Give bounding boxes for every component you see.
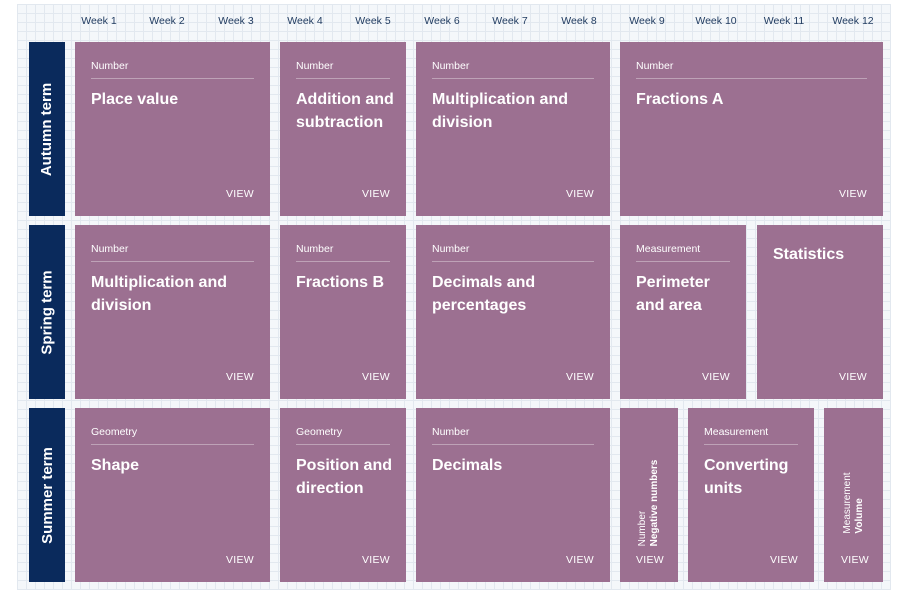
unit-card-position-direction[interactable]: Geometry Position and direction VIEW [280, 408, 406, 582]
week-header: Week 1 [81, 15, 117, 27]
week-header: Week 8 [561, 15, 597, 27]
view-link[interactable]: VIEW [361, 188, 390, 200]
unit-category: Number [91, 60, 254, 79]
term-label: Autumn term [38, 82, 56, 176]
view-link[interactable]: VIEW [840, 554, 869, 566]
view-link[interactable]: VIEW [565, 188, 594, 200]
unit-card-fractions-a[interactable]: Number Fractions A VIEW [620, 42, 883, 216]
unit-card-fractions-b[interactable]: Number Fractions B VIEW [280, 225, 406, 399]
view-link[interactable]: VIEW [361, 371, 390, 383]
unit-category: Number [296, 243, 390, 262]
unit-card-multiplication-division[interactable]: Number Multiplication and division VIEW [416, 42, 610, 216]
unit-card-volume[interactable]: Measurement Volume VIEW [824, 408, 883, 582]
unit-title: Perimeter and area [636, 274, 710, 314]
unit-title: Addition and subtraction [296, 91, 394, 131]
unit-category: Number [432, 243, 594, 262]
unit-category: Number [636, 60, 867, 79]
unit-title: Shape [91, 457, 140, 474]
unit-category: Measurement [704, 426, 798, 445]
unit-title: Position and direction [296, 457, 392, 497]
term-label: Spring term [38, 269, 56, 355]
term-bar-autumn: Autumn term [29, 42, 65, 216]
unit-card-addition-subtraction[interactable]: Number Addition and subtraction VIEW [280, 42, 406, 216]
view-link[interactable]: VIEW [565, 554, 594, 566]
unit-title: Decimals [432, 457, 503, 474]
unit-card-decimals-percentages[interactable]: Number Decimals and percentages VIEW [416, 225, 610, 399]
vertical-card-label: Measurement Volume [842, 472, 866, 533]
unit-card-decimals[interactable]: Number Decimals VIEW [416, 408, 610, 582]
view-link[interactable]: VIEW [838, 371, 867, 383]
term-bar-summer: Summer term [29, 408, 65, 582]
week-header: Week 3 [218, 15, 254, 27]
view-link[interactable]: VIEW [565, 371, 594, 383]
unit-category: Number [637, 510, 648, 547]
unit-title: Decimals and percentages [432, 274, 536, 314]
week-header: Week 6 [424, 15, 460, 27]
unit-title: Volume [853, 498, 865, 534]
unit-title: Fractions B [296, 274, 385, 291]
unit-card-perimeter-area[interactable]: Measurement Perimeter and area VIEW [620, 225, 746, 399]
unit-card-statistics[interactable]: Statistics VIEW [757, 225, 883, 399]
unit-title: Multiplication and division [432, 91, 568, 131]
vertical-card-label: Number Negative numbers [637, 460, 661, 547]
unit-title: Converting units [704, 457, 789, 497]
week-header: Week 7 [492, 15, 528, 27]
unit-category: Geometry [91, 426, 254, 445]
unit-title: Multiplication and division [91, 274, 227, 314]
week-header: Week 5 [355, 15, 391, 27]
week-header: Week 4 [287, 15, 323, 27]
unit-title: Negative numbers [649, 459, 660, 547]
unit-category: Geometry [296, 426, 390, 445]
term-bar-spring: Spring term [29, 225, 65, 399]
week-header: Week 2 [149, 15, 185, 27]
unit-title: Place value [91, 91, 179, 108]
unit-category: Measurement [636, 243, 730, 262]
unit-category: Measurement [841, 472, 853, 534]
unit-category: Number [91, 243, 254, 262]
view-link[interactable]: VIEW [225, 371, 254, 383]
unit-title: Statistics [773, 246, 845, 263]
week-header: Week 10 [695, 15, 737, 27]
unit-card-converting-units[interactable]: Measurement Converting units VIEW [688, 408, 814, 582]
view-link[interactable]: VIEW [701, 371, 730, 383]
view-link[interactable]: VIEW [225, 188, 254, 200]
unit-title: Fractions A [636, 91, 724, 108]
view-link[interactable]: VIEW [361, 554, 390, 566]
unit-card-shape[interactable]: Geometry Shape VIEW [75, 408, 270, 582]
unit-category: Number [432, 426, 594, 445]
view-link[interactable]: VIEW [635, 554, 664, 566]
week-header: Week 12 [832, 15, 874, 27]
view-link[interactable]: VIEW [838, 188, 867, 200]
week-header: Week 11 [763, 15, 805, 27]
week-header: Week 9 [629, 15, 665, 27]
unit-card-place-value[interactable]: Number Place value VIEW [75, 42, 270, 216]
view-link[interactable]: VIEW [769, 554, 798, 566]
term-label: Summer term [38, 446, 56, 544]
unit-category: Number [432, 60, 594, 79]
view-link[interactable]: VIEW [225, 554, 254, 566]
unit-card-multiplication-division[interactable]: Number Multiplication and division VIEW [75, 225, 270, 399]
unit-card-negative-numbers[interactable]: Number Negative numbers VIEW [620, 408, 678, 582]
unit-category: Number [296, 60, 390, 79]
